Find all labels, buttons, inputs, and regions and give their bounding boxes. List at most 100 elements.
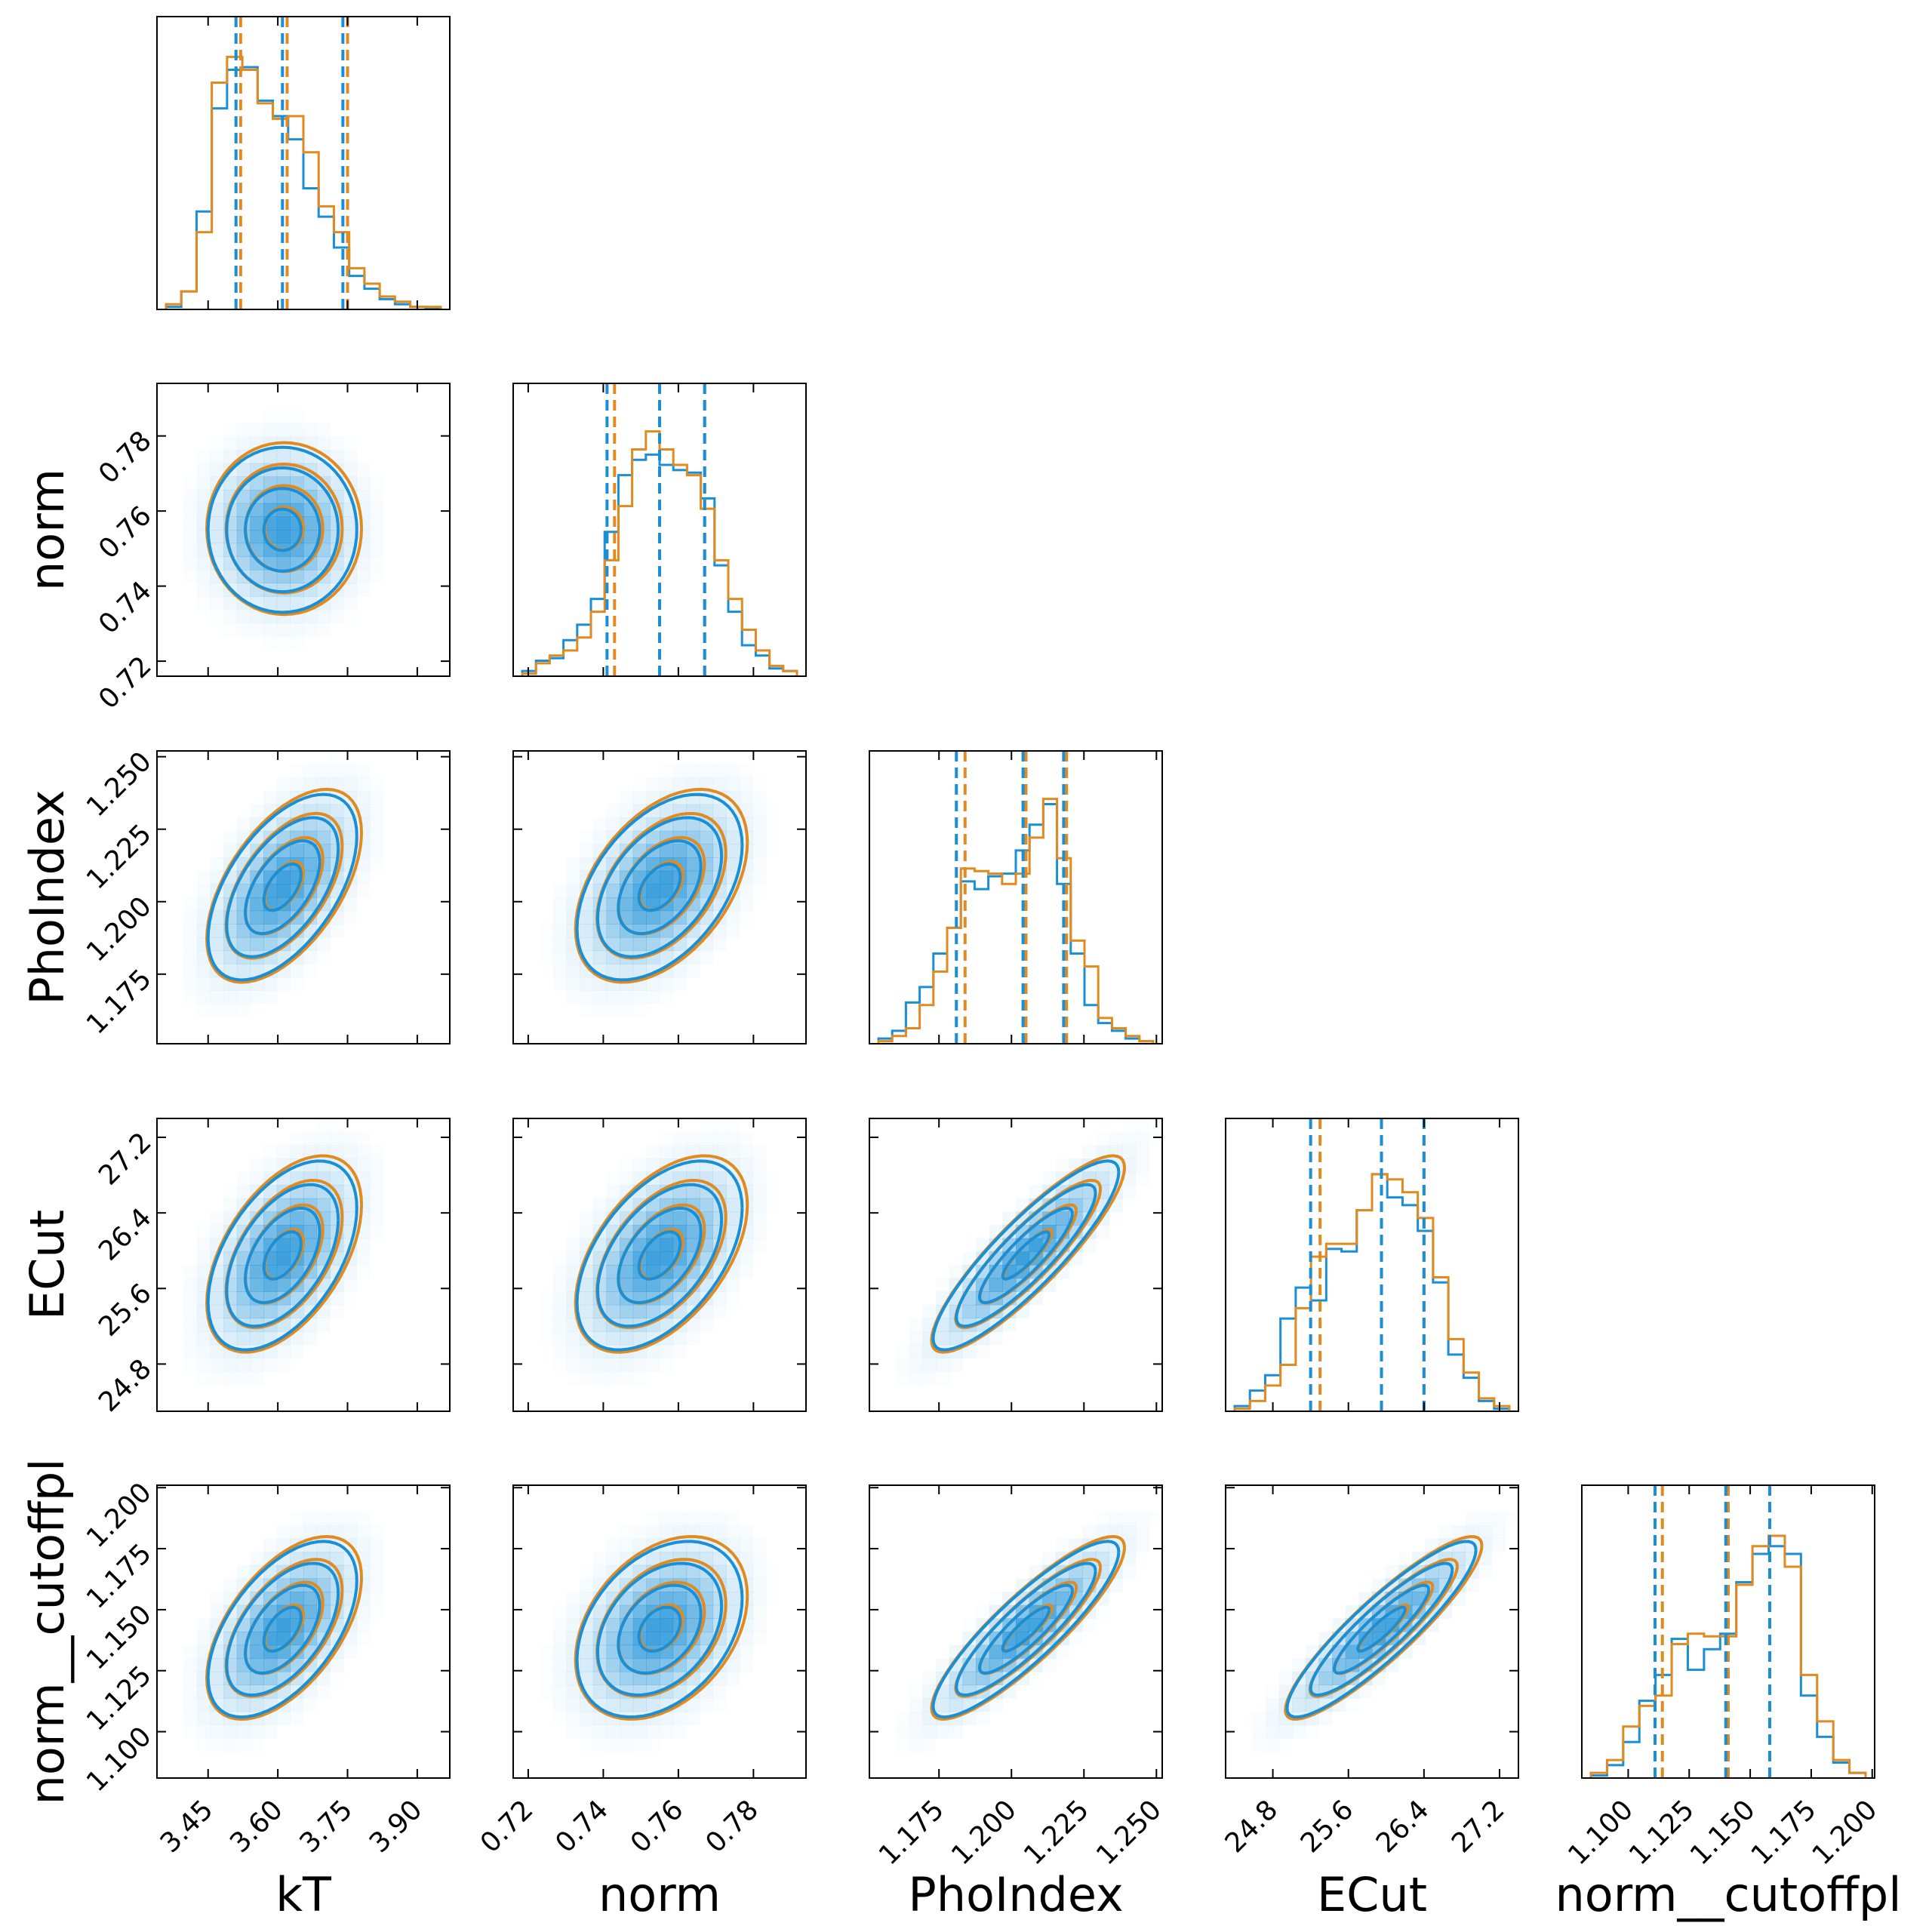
density-cell xyxy=(540,1305,553,1318)
density-cell xyxy=(356,1564,371,1579)
density-cell xyxy=(712,1291,727,1306)
density-cell xyxy=(210,1344,224,1358)
panel-PhoIndex-vs-kT xyxy=(156,750,451,1044)
density-cell xyxy=(250,910,264,924)
density-cell xyxy=(672,1564,687,1579)
density-cell xyxy=(632,937,647,952)
density-cell xyxy=(566,1344,580,1358)
density-cell xyxy=(580,1711,594,1725)
density-cell xyxy=(1136,1512,1149,1525)
density-cell xyxy=(343,463,358,477)
density-cell xyxy=(646,1632,660,1646)
density-cell xyxy=(236,1331,251,1346)
density-cell xyxy=(370,1565,383,1579)
density-cell xyxy=(1082,1145,1096,1158)
density-cell xyxy=(646,1552,660,1566)
density-cell xyxy=(370,543,383,557)
density-cell xyxy=(1332,1644,1346,1659)
density-cell xyxy=(210,1291,224,1306)
density-cell xyxy=(592,1358,607,1372)
density-cell xyxy=(606,1304,620,1319)
density-cell xyxy=(1069,1632,1083,1645)
density-cell xyxy=(236,937,251,952)
density-cell xyxy=(1279,1672,1293,1685)
density-cell xyxy=(276,1618,291,1632)
density-cell xyxy=(606,1358,620,1372)
density-cell xyxy=(210,1278,224,1292)
density-cell xyxy=(660,1145,674,1159)
y-tick-label: 1.225 xyxy=(81,819,158,896)
density-cell xyxy=(580,990,593,1004)
contour-blue-4 xyxy=(206,445,358,614)
density-cell xyxy=(660,990,673,1004)
density-cell xyxy=(236,990,251,1004)
density-cell xyxy=(250,1644,264,1659)
density-cell xyxy=(1122,1132,1136,1146)
density-cell xyxy=(620,791,633,804)
density-cell xyxy=(909,1358,924,1372)
density-cell xyxy=(566,1684,580,1699)
density-cell xyxy=(686,1318,700,1332)
density-cell xyxy=(752,857,766,871)
density-cell xyxy=(210,1658,224,1672)
density-cell xyxy=(1398,1552,1412,1565)
density-cell xyxy=(962,1711,977,1725)
density-cell xyxy=(343,596,357,610)
contour-blue-1 xyxy=(1001,1605,1051,1653)
density-cell xyxy=(686,830,700,844)
density-cell xyxy=(1095,1524,1109,1540)
density-cell xyxy=(752,871,766,884)
density-cell xyxy=(1252,1738,1266,1752)
density-cell xyxy=(343,1578,358,1592)
density-cell xyxy=(197,450,211,463)
density-cell xyxy=(290,596,304,611)
density-cell xyxy=(672,1145,687,1159)
x-tick-label: 25.6 xyxy=(1295,1795,1360,1860)
contour-blue-4 xyxy=(575,1159,744,1352)
y-tick-label: 0.76 xyxy=(93,500,158,565)
density-cell xyxy=(356,830,371,844)
density-cell xyxy=(1055,1592,1070,1606)
density-cell xyxy=(726,790,740,805)
density-cell xyxy=(752,1225,766,1238)
density-cell xyxy=(552,1291,568,1306)
density-cell xyxy=(250,804,263,818)
density-cell xyxy=(632,1358,647,1372)
density-cell xyxy=(553,1698,567,1712)
density-cell xyxy=(223,1578,237,1592)
density-cell xyxy=(540,1331,553,1345)
density-cell xyxy=(330,1552,344,1566)
density-cell xyxy=(936,1698,950,1712)
density-cell xyxy=(250,556,264,571)
contour-orange-4 xyxy=(574,1154,749,1354)
density-cell xyxy=(540,1685,553,1699)
density-cell xyxy=(1266,1685,1279,1699)
x-tick-label: 1.150 xyxy=(1684,1795,1761,1872)
density-cell xyxy=(567,1371,580,1385)
density-cell xyxy=(211,857,224,871)
y-tick-label: 25.6 xyxy=(93,1278,158,1343)
density-cell xyxy=(343,897,358,912)
density-cell xyxy=(250,1331,264,1346)
density-cell xyxy=(223,831,237,844)
density-cell xyxy=(196,1698,211,1712)
density-cell xyxy=(210,583,224,597)
density-cell xyxy=(223,1004,237,1017)
density-cell xyxy=(686,1185,700,1199)
density-cell xyxy=(290,777,304,792)
density-cell xyxy=(196,1265,211,1279)
density-cell xyxy=(236,1358,251,1372)
density-cell xyxy=(726,857,740,872)
density-cell xyxy=(740,1525,753,1539)
density-cell xyxy=(330,751,343,764)
density-cell xyxy=(962,1671,977,1686)
density-cell xyxy=(976,1304,990,1319)
density-cell xyxy=(1332,1671,1346,1686)
density-cell xyxy=(646,990,660,1004)
density-cell xyxy=(660,844,674,858)
density-cell xyxy=(580,1592,594,1606)
density-cell xyxy=(343,1145,358,1159)
contour-blue-4 xyxy=(931,1159,1121,1352)
density-cell xyxy=(712,777,727,792)
